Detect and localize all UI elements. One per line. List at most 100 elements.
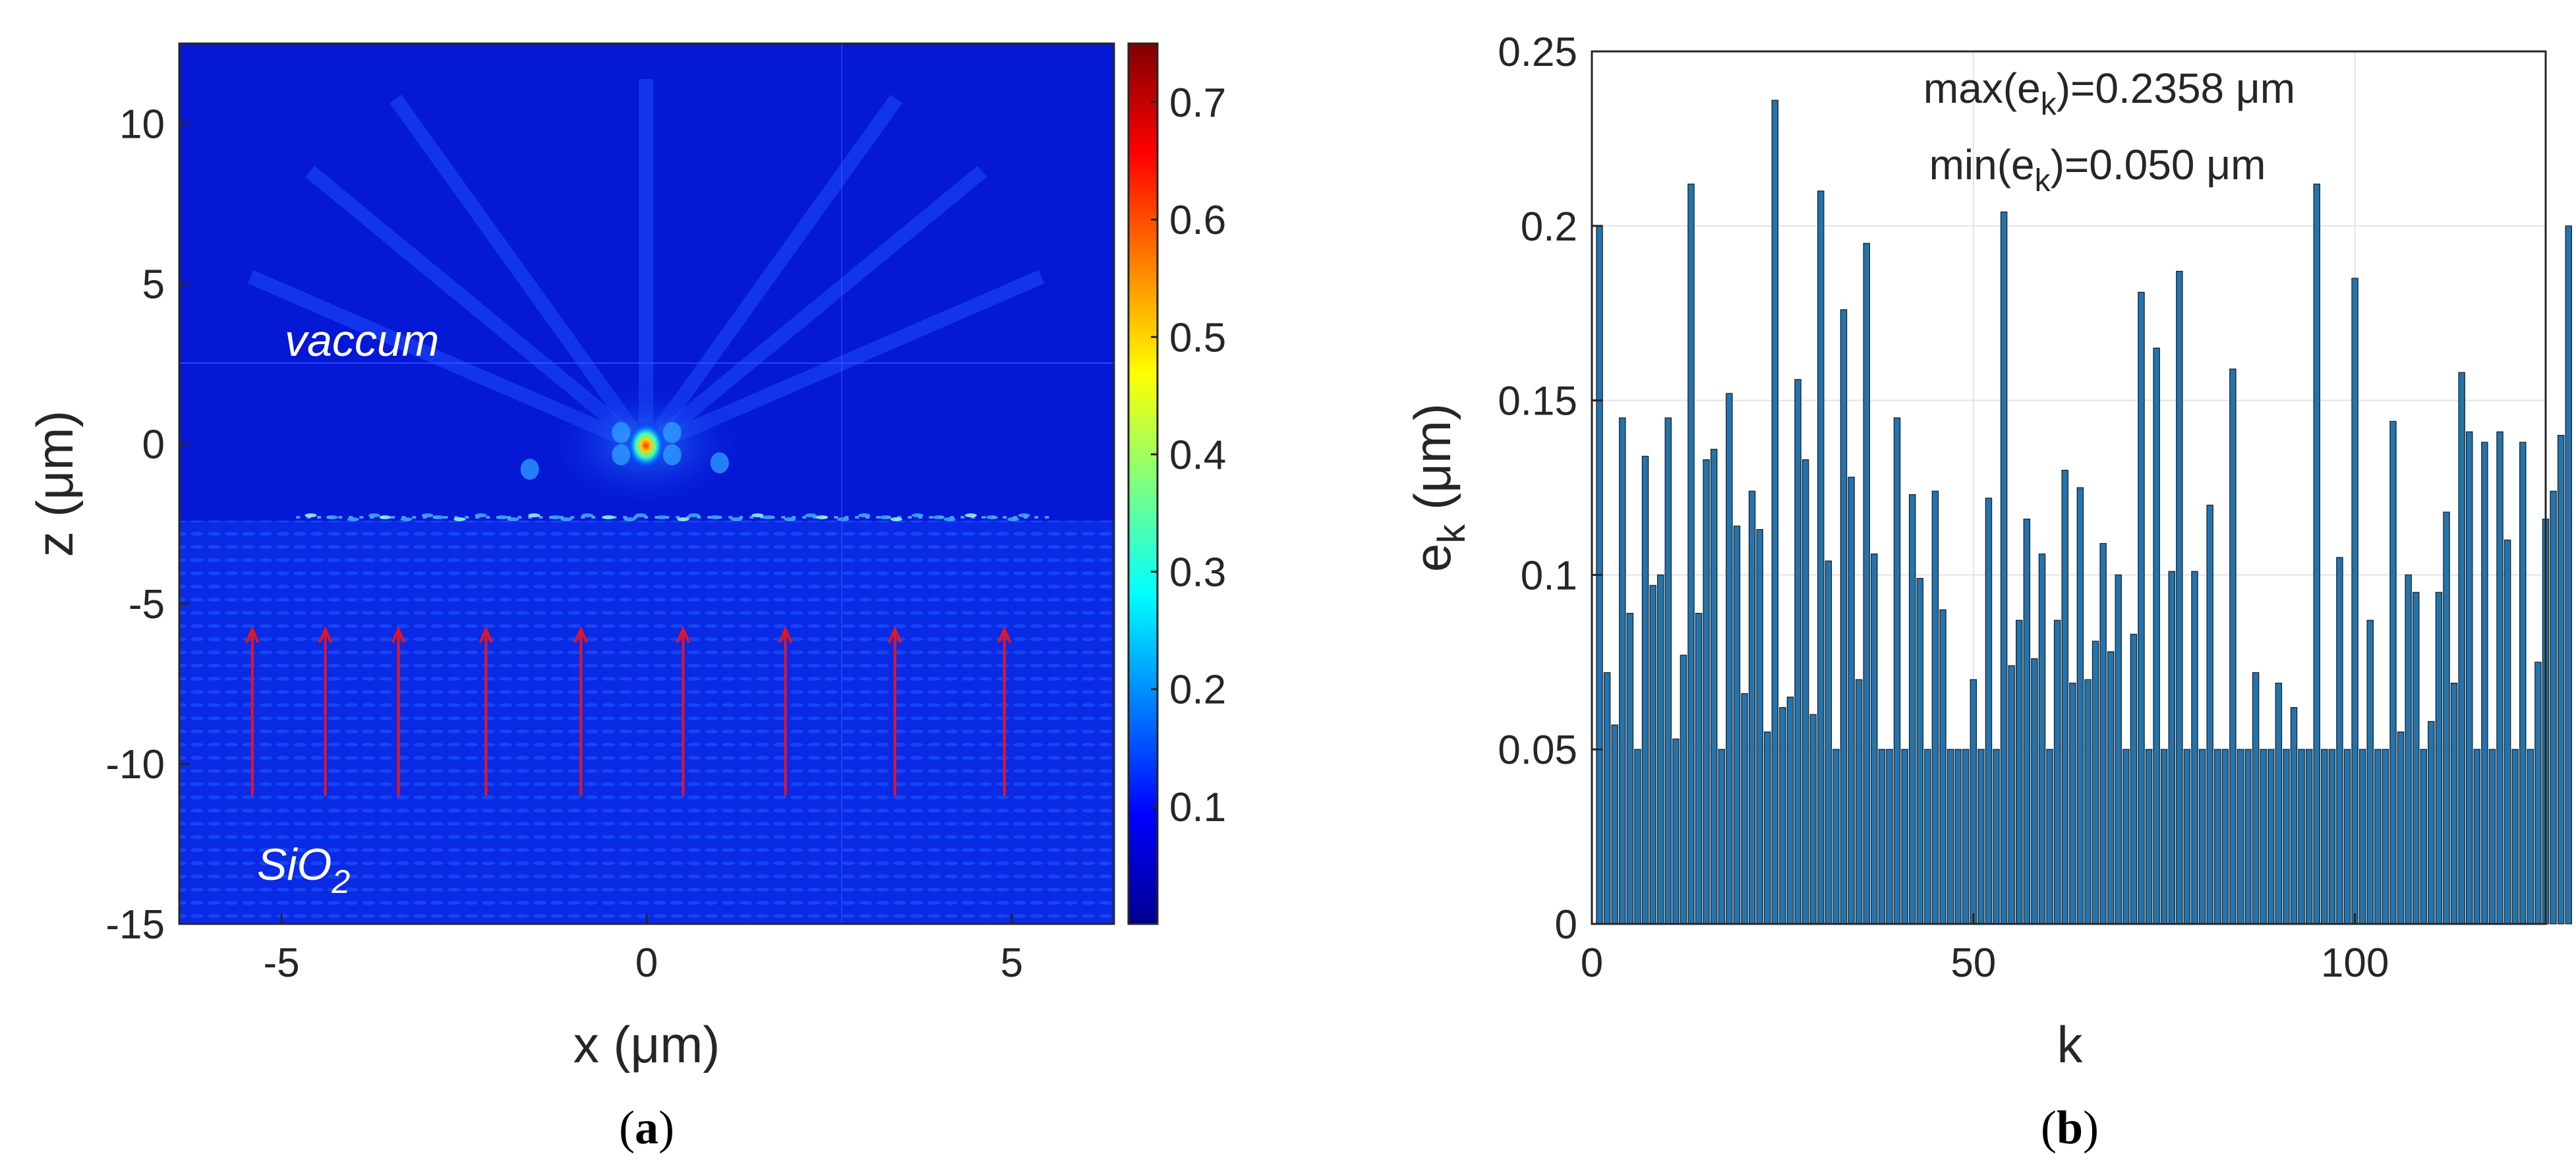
bar xyxy=(2084,679,2092,925)
heatmap-panel: vaccum SiO2 -5 0 5 10 5 0 -5 -10 -15 x (μm) z (μ… xyxy=(26,42,1226,1154)
bar xyxy=(1985,498,1993,925)
bar xyxy=(1855,679,1863,925)
bar-y-tick-label: 0.25 xyxy=(1498,30,1577,75)
bar xyxy=(2382,749,2389,925)
interface-dot xyxy=(326,515,338,520)
interface-dot xyxy=(347,517,359,522)
colorbar xyxy=(1127,42,1159,925)
bar xyxy=(2343,749,2351,925)
bar xyxy=(2374,749,2382,925)
interface-dot xyxy=(560,517,573,522)
bar xyxy=(1756,529,1763,925)
bar xyxy=(2305,749,2313,925)
interface-dot xyxy=(656,515,668,520)
bar xyxy=(1825,560,1832,925)
bar-y-axis-label: ek (μm) xyxy=(1403,403,1473,572)
bar xyxy=(2358,749,2366,925)
min-annotation: min(ek)=0.050 μm xyxy=(1929,141,2266,198)
bar xyxy=(1649,585,1656,925)
bar xyxy=(2336,557,2343,925)
bar xyxy=(1634,749,1641,925)
interface-dot xyxy=(635,513,647,518)
bar xyxy=(1947,749,1954,925)
bar xyxy=(2458,372,2465,925)
bar xyxy=(2016,619,2023,925)
interface-dot xyxy=(549,515,562,520)
interface-dot xyxy=(763,515,775,520)
bar xyxy=(1641,455,1649,925)
caption-b: (b) xyxy=(2041,1101,2099,1154)
interface-dot xyxy=(475,513,487,518)
bar xyxy=(1718,749,1726,925)
bar xyxy=(1741,693,1748,925)
bar xyxy=(2328,749,2336,925)
colorbar-tick-label: 0.3 xyxy=(1169,550,1226,596)
heatmap-field: vaccum SiO2 xyxy=(179,43,1114,924)
illumination-arrow xyxy=(778,626,793,796)
bar xyxy=(1893,417,1901,925)
interface-dot xyxy=(837,517,850,522)
bar xyxy=(1764,731,1771,925)
bar xyxy=(2138,291,2145,925)
interface-dot xyxy=(432,515,445,520)
bar xyxy=(2008,665,2015,925)
bar xyxy=(1848,476,1855,925)
side-lobe xyxy=(662,422,682,443)
interface-dot xyxy=(688,513,701,518)
bar xyxy=(1809,714,1817,925)
interface-dot xyxy=(379,515,392,520)
bar xyxy=(2321,749,2328,925)
bar xyxy=(2176,271,2183,925)
interface-dot xyxy=(624,517,636,522)
interface-dot xyxy=(421,513,434,518)
bar xyxy=(2298,749,2305,925)
bar xyxy=(1603,672,1611,925)
interface-dot xyxy=(751,513,764,518)
interface-dot xyxy=(805,513,817,518)
colorbar-ticks: 0.1 0.2 0.3 0.4 0.5 0.6 0.7 xyxy=(1151,80,1226,830)
heatmap-y-tick-label: -5 xyxy=(129,582,165,627)
bar xyxy=(2053,619,2061,925)
bar xyxy=(2191,571,2198,925)
bar xyxy=(2405,574,2412,925)
bar xyxy=(1901,749,1908,925)
arrow-head xyxy=(479,626,494,643)
bar-y-tick-label: 0.05 xyxy=(1498,728,1577,773)
illumination-arrow xyxy=(318,626,333,796)
bar xyxy=(2023,519,2031,925)
interface-dot xyxy=(858,513,871,518)
bar xyxy=(1672,738,1680,925)
bar xyxy=(1687,183,1695,925)
bar-x-tick-label: 50 xyxy=(1950,940,1996,986)
bar xyxy=(2198,749,2206,925)
heatmap-y-tick-label: 0 xyxy=(142,422,165,467)
bar-x-tick-label: 100 xyxy=(2321,940,2389,986)
bar xyxy=(1771,100,1779,925)
bar xyxy=(1801,459,1809,925)
bar xyxy=(2076,487,2084,925)
heatmap-y-axis-label: z (μm) xyxy=(26,411,84,558)
bar xyxy=(2420,749,2428,925)
bar xyxy=(2183,749,2191,925)
bar xyxy=(2115,574,2122,925)
side-lobe xyxy=(612,444,631,466)
bar xyxy=(2160,749,2168,925)
arrow-head xyxy=(676,626,691,643)
heatmap-y-tick-label: 5 xyxy=(142,262,165,307)
bar xyxy=(2038,554,2046,925)
sio2-label: SiO2 xyxy=(257,840,350,900)
bar xyxy=(2168,571,2176,925)
interface-dot xyxy=(1007,517,1020,522)
bar xyxy=(2443,511,2450,925)
arrow-head xyxy=(778,626,793,643)
bar xyxy=(2229,368,2237,925)
heatmap-y-tick-label: 10 xyxy=(119,101,165,147)
caption-a: (a) xyxy=(619,1101,674,1154)
bar xyxy=(2550,490,2557,925)
colorbar-tick-label: 0.6 xyxy=(1169,198,1226,243)
colorbar-tick-label: 0.5 xyxy=(1169,315,1226,360)
colorbar-tick-label: 0.2 xyxy=(1169,668,1226,713)
bar xyxy=(1695,613,1703,925)
interface-dot xyxy=(815,515,828,520)
bar xyxy=(2283,749,2290,925)
